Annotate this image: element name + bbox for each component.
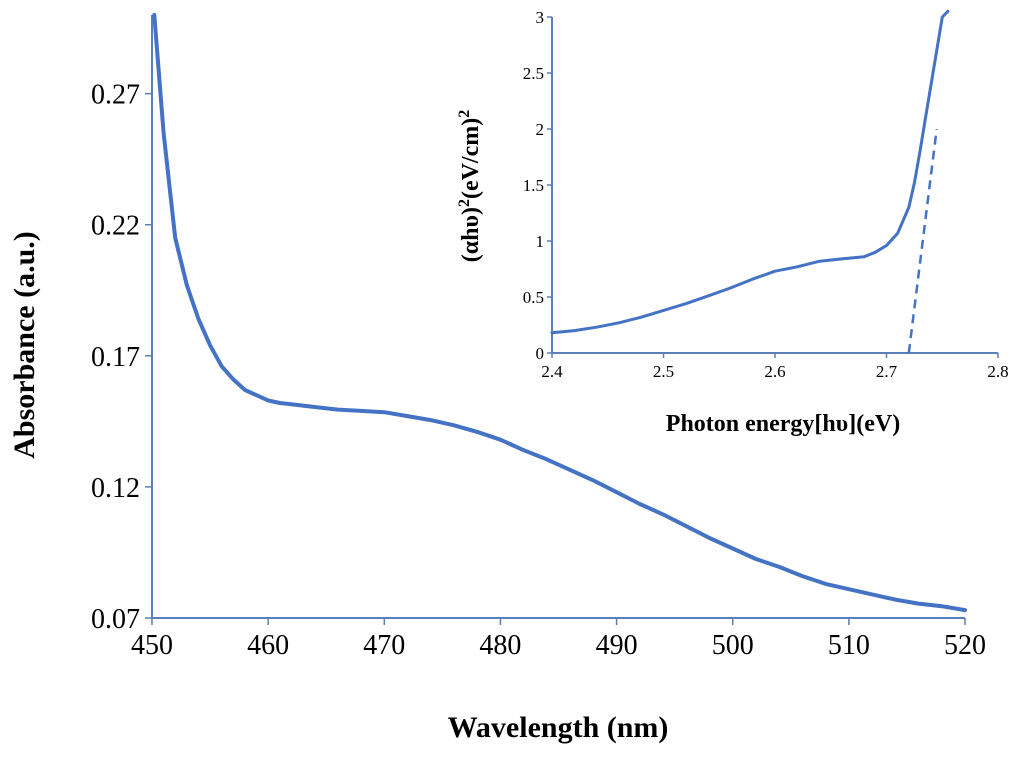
main-x-tick-label: 490 [596, 630, 638, 661]
inset-x-tick-label: 2.7 [876, 362, 898, 381]
inset-y-tick-label: 3 [536, 8, 545, 27]
inset-y-tick-label: 2.5 [523, 64, 544, 83]
main-y-axis-title: Absorbance (a.u.) [8, 231, 41, 459]
main-y-tick-label: 0.27 [91, 80, 140, 111]
main-x-ticks: 450 460 470 480 490 500 510 520 [131, 618, 986, 661]
main-x-tick-label: 470 [363, 630, 405, 661]
inset-y-tick-label: 1 [536, 232, 545, 251]
inset-y-axis-title: (αhυ)2(eV/cm)2 [456, 110, 484, 262]
inset-y-tick-label: 1.5 [523, 176, 544, 195]
main-y-tick-label: 0.22 [91, 211, 140, 242]
main-y-tick-label: 0.07 [91, 604, 140, 635]
main-y-ticks: 0.07 0.12 0.17 0.22 0.27 [91, 80, 152, 635]
main-series-group [152, 13, 967, 613]
inset-x-ticks: 2.4 2.5 2.6 2.7 2.8 [541, 353, 1009, 381]
inset-y-tick-label: 0 [536, 344, 545, 363]
inset-x-axis-title: Photon energy[hυ](eV) [666, 411, 900, 437]
main-x-tick-label: 480 [479, 630, 521, 661]
inset-x-tick-label: 2.5 [653, 362, 674, 381]
main-x-tick-label: 450 [131, 630, 173, 661]
main-x-axis-title: Wavelength (nm) [448, 711, 669, 744]
inset-y-title-part-a: (αhυ) [458, 207, 484, 262]
main-chart-axes [151, 15, 965, 619]
inset-series-line-curve [550, 9, 950, 335]
main-x-tick-label: 500 [712, 630, 754, 661]
inset-y-title-part-b: (eV/cm) [458, 118, 484, 199]
main-x-tick-label: 510 [828, 630, 870, 661]
inset-y-title-sup2: 2 [456, 110, 473, 118]
inset-y-title-sup1: 2 [456, 199, 473, 207]
inset-x-tick-label: 2.4 [541, 362, 563, 381]
inset-y-ticks: 0 0.5 1 1.5 2 2.5 3 [523, 8, 552, 363]
main-x-tick-label: 520 [944, 630, 986, 661]
inset-y-tick-label: 0.5 [523, 288, 544, 307]
main-x-tick-label: 460 [247, 630, 289, 661]
inset-series-line-extrapolation [907, 128, 938, 354]
main-series-line-curve [152, 13, 967, 613]
main-y-tick-label: 0.12 [91, 473, 140, 504]
inset-series-group [550, 9, 950, 354]
main-y-tick-label: 0.17 [91, 342, 140, 373]
inset-y-tick-label: 2 [536, 120, 545, 139]
inset-x-tick-label: 2.6 [764, 362, 785, 381]
inset-chart-axes [551, 17, 998, 354]
inset-x-tick-label: 2.8 [987, 362, 1008, 381]
